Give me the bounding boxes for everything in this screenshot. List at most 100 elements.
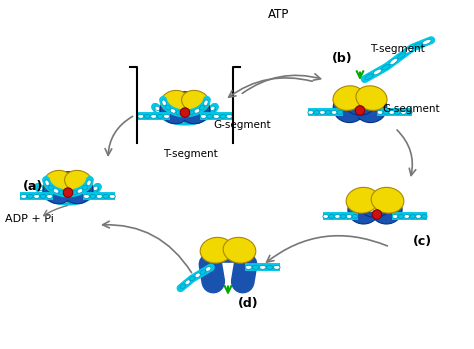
Ellipse shape xyxy=(185,280,190,285)
Ellipse shape xyxy=(371,195,402,224)
Ellipse shape xyxy=(259,265,266,269)
Ellipse shape xyxy=(103,194,109,198)
Ellipse shape xyxy=(200,105,205,110)
Ellipse shape xyxy=(89,189,93,194)
Ellipse shape xyxy=(416,214,421,218)
Ellipse shape xyxy=(21,194,27,198)
Ellipse shape xyxy=(352,98,368,110)
Ellipse shape xyxy=(356,86,387,110)
Ellipse shape xyxy=(205,112,211,117)
Ellipse shape xyxy=(68,200,75,203)
Ellipse shape xyxy=(165,116,171,120)
Ellipse shape xyxy=(180,284,185,289)
Ellipse shape xyxy=(160,96,191,124)
Ellipse shape xyxy=(62,176,93,204)
Circle shape xyxy=(355,106,365,115)
Text: T-segment: T-segment xyxy=(163,149,218,159)
Ellipse shape xyxy=(421,214,427,218)
Ellipse shape xyxy=(170,109,176,113)
Ellipse shape xyxy=(172,118,178,122)
Text: ADP + Pi: ADP + Pi xyxy=(5,214,54,224)
Text: T-segment: T-segment xyxy=(370,44,425,54)
Ellipse shape xyxy=(51,196,55,201)
Ellipse shape xyxy=(371,187,404,213)
Ellipse shape xyxy=(422,39,431,44)
Bar xyxy=(222,262,234,283)
Ellipse shape xyxy=(206,267,211,271)
Ellipse shape xyxy=(84,192,89,196)
Text: ATP: ATP xyxy=(268,8,289,21)
Ellipse shape xyxy=(197,116,202,120)
Ellipse shape xyxy=(53,189,59,193)
Ellipse shape xyxy=(195,273,201,277)
Ellipse shape xyxy=(245,265,252,269)
Ellipse shape xyxy=(335,214,340,218)
Ellipse shape xyxy=(185,119,192,124)
Ellipse shape xyxy=(43,176,74,204)
Ellipse shape xyxy=(188,111,194,115)
Ellipse shape xyxy=(204,100,208,106)
Ellipse shape xyxy=(377,110,383,114)
Ellipse shape xyxy=(160,109,164,113)
Ellipse shape xyxy=(93,186,98,191)
Ellipse shape xyxy=(182,111,188,116)
Ellipse shape xyxy=(44,170,72,192)
Ellipse shape xyxy=(200,237,233,263)
Ellipse shape xyxy=(45,180,49,186)
Ellipse shape xyxy=(38,186,43,191)
Ellipse shape xyxy=(178,94,191,103)
Ellipse shape xyxy=(90,194,96,198)
Ellipse shape xyxy=(179,96,210,124)
Ellipse shape xyxy=(61,173,74,183)
Ellipse shape xyxy=(382,64,390,70)
Ellipse shape xyxy=(165,105,171,110)
Ellipse shape xyxy=(59,191,65,195)
Ellipse shape xyxy=(34,194,40,198)
Ellipse shape xyxy=(65,192,71,195)
Ellipse shape xyxy=(47,192,52,196)
Ellipse shape xyxy=(48,185,54,190)
Ellipse shape xyxy=(331,110,337,114)
Ellipse shape xyxy=(87,180,91,186)
Ellipse shape xyxy=(223,237,256,263)
Ellipse shape xyxy=(319,110,325,114)
Ellipse shape xyxy=(43,189,47,194)
Ellipse shape xyxy=(361,198,389,217)
Ellipse shape xyxy=(314,110,319,114)
Ellipse shape xyxy=(157,114,163,118)
Ellipse shape xyxy=(213,114,219,118)
Ellipse shape xyxy=(77,189,83,193)
Ellipse shape xyxy=(340,214,346,218)
Ellipse shape xyxy=(404,214,410,218)
Ellipse shape xyxy=(83,194,90,198)
Bar xyxy=(173,96,196,119)
Ellipse shape xyxy=(144,114,150,118)
Ellipse shape xyxy=(164,112,169,117)
Ellipse shape xyxy=(352,214,358,218)
Ellipse shape xyxy=(326,110,331,114)
Ellipse shape xyxy=(93,187,99,193)
Ellipse shape xyxy=(346,187,379,213)
Ellipse shape xyxy=(155,106,160,111)
Text: (b): (b) xyxy=(332,52,353,65)
Ellipse shape xyxy=(82,185,88,190)
Ellipse shape xyxy=(333,92,366,122)
Ellipse shape xyxy=(178,119,185,124)
Ellipse shape xyxy=(323,214,328,218)
Ellipse shape xyxy=(168,116,173,120)
Ellipse shape xyxy=(354,92,387,122)
Ellipse shape xyxy=(161,90,188,112)
Ellipse shape xyxy=(383,110,389,114)
Ellipse shape xyxy=(410,214,415,218)
Text: G-segment: G-segment xyxy=(382,104,439,114)
Ellipse shape xyxy=(390,58,398,65)
Ellipse shape xyxy=(64,170,92,192)
Ellipse shape xyxy=(192,118,199,122)
Text: (a): (a) xyxy=(23,180,43,193)
Text: G-segment: G-segment xyxy=(213,120,271,130)
Ellipse shape xyxy=(346,214,352,218)
Ellipse shape xyxy=(164,114,170,118)
Circle shape xyxy=(180,108,190,117)
Text: (c): (c) xyxy=(413,235,432,248)
Ellipse shape xyxy=(27,194,33,198)
